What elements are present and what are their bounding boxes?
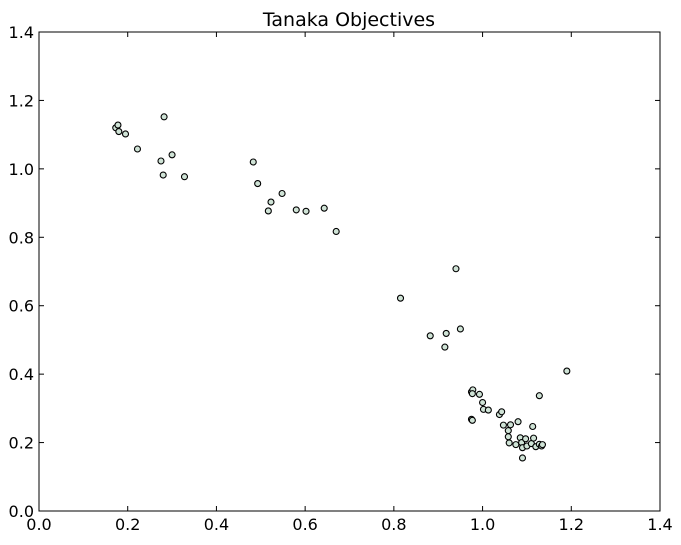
- data-point: [159, 171, 167, 179]
- data-point: [441, 343, 449, 351]
- data-point: [498, 408, 506, 416]
- data-point: [180, 173, 189, 181]
- data-point: [505, 439, 513, 447]
- y-tick-label: 1.4: [9, 23, 34, 42]
- y-tick-label: 0.2: [9, 434, 34, 453]
- x-tick-label: 0.4: [204, 515, 229, 534]
- x-tick-label: 0.2: [115, 515, 140, 534]
- data-point: [563, 367, 571, 375]
- data-point: [278, 189, 286, 198]
- data-point: [133, 145, 142, 153]
- data-point: [535, 392, 543, 400]
- data-point: [504, 433, 512, 441]
- data-point: [512, 441, 520, 449]
- data-point: [332, 227, 340, 236]
- y-tick-label: 0.6: [9, 297, 34, 316]
- plot-frame: [38, 31, 661, 512]
- data-point: [121, 130, 130, 138]
- data-point: [504, 427, 512, 435]
- data-point: [475, 390, 484, 398]
- x-tick-label: 0.8: [381, 515, 406, 534]
- data-point: [302, 207, 310, 215]
- y-tick-label: 1.2: [9, 91, 34, 110]
- data-point: [484, 406, 492, 414]
- data-point: [530, 434, 538, 442]
- data-point: [522, 435, 530, 443]
- data-point: [320, 204, 328, 212]
- x-tick-label: 0.0: [26, 515, 51, 534]
- x-tick-label: 1.4: [647, 515, 672, 534]
- chart-title: Tanaka Objectives: [262, 9, 435, 31]
- data-point: [168, 151, 176, 159]
- data-point: [249, 158, 257, 166]
- y-tick-label: 0.8: [9, 228, 34, 247]
- data-point: [267, 198, 275, 206]
- data-point: [160, 113, 168, 121]
- data-point: [468, 416, 476, 424]
- data-point: [529, 422, 537, 431]
- y-tick-label: 0.4: [9, 365, 34, 384]
- data-point: [456, 325, 464, 333]
- data-point: [499, 421, 507, 429]
- data-point: [506, 421, 515, 429]
- data-point: [157, 157, 165, 165]
- points-layer: [112, 113, 571, 462]
- x-tick-label: 0.6: [292, 515, 317, 534]
- data-point: [264, 207, 272, 215]
- data-point: [468, 390, 476, 398]
- data-point: [426, 332, 434, 340]
- data-point: [452, 265, 460, 273]
- data-point: [115, 128, 123, 136]
- data-point: [442, 329, 450, 337]
- data-point: [254, 180, 262, 188]
- y-tick-label: 1.0: [9, 160, 34, 179]
- data-point: [114, 121, 122, 129]
- axes-layer: 0.0 0.2 0.4 0.6 0.8 1.0 1.2 1.4 0.0 0.2 0.4 0.6 0.8 1…: [9, 23, 673, 534]
- y-tick-label: 0.0: [9, 502, 34, 521]
- data-point: [292, 206, 300, 214]
- data-point: [479, 398, 487, 407]
- data-point: [518, 454, 527, 462]
- data-point: [396, 294, 405, 302]
- x-tick-label: 1.2: [559, 515, 584, 534]
- x-tick-label: 1.0: [470, 515, 495, 534]
- data-point: [538, 441, 547, 449]
- data-point: [514, 418, 522, 426]
